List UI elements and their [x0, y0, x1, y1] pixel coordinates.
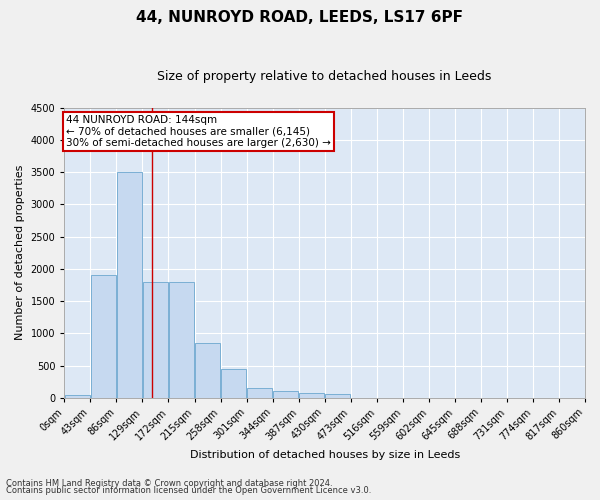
- Bar: [325, 394, 350, 398]
- Bar: [299, 393, 325, 398]
- Text: 44, NUNROYD ROAD, LEEDS, LS17 6PF: 44, NUNROYD ROAD, LEEDS, LS17 6PF: [137, 10, 464, 25]
- Bar: [221, 368, 247, 398]
- Bar: [195, 343, 220, 398]
- Y-axis label: Number of detached properties: Number of detached properties: [15, 165, 25, 340]
- Bar: [91, 276, 116, 398]
- Text: 44 NUNROYD ROAD: 144sqm
← 70% of detached houses are smaller (6,145)
30% of semi: 44 NUNROYD ROAD: 144sqm ← 70% of detache…: [66, 115, 331, 148]
- X-axis label: Distribution of detached houses by size in Leeds: Distribution of detached houses by size …: [190, 450, 460, 460]
- Bar: [65, 394, 90, 398]
- Bar: [143, 282, 168, 398]
- Text: Contains public sector information licensed under the Open Government Licence v3: Contains public sector information licen…: [6, 486, 371, 495]
- Bar: [247, 388, 272, 398]
- Bar: [273, 392, 298, 398]
- Title: Size of property relative to detached houses in Leeds: Size of property relative to detached ho…: [157, 70, 492, 83]
- Text: Contains HM Land Registry data © Crown copyright and database right 2024.: Contains HM Land Registry data © Crown c…: [6, 478, 332, 488]
- Bar: [169, 282, 194, 398]
- Bar: [116, 172, 142, 398]
